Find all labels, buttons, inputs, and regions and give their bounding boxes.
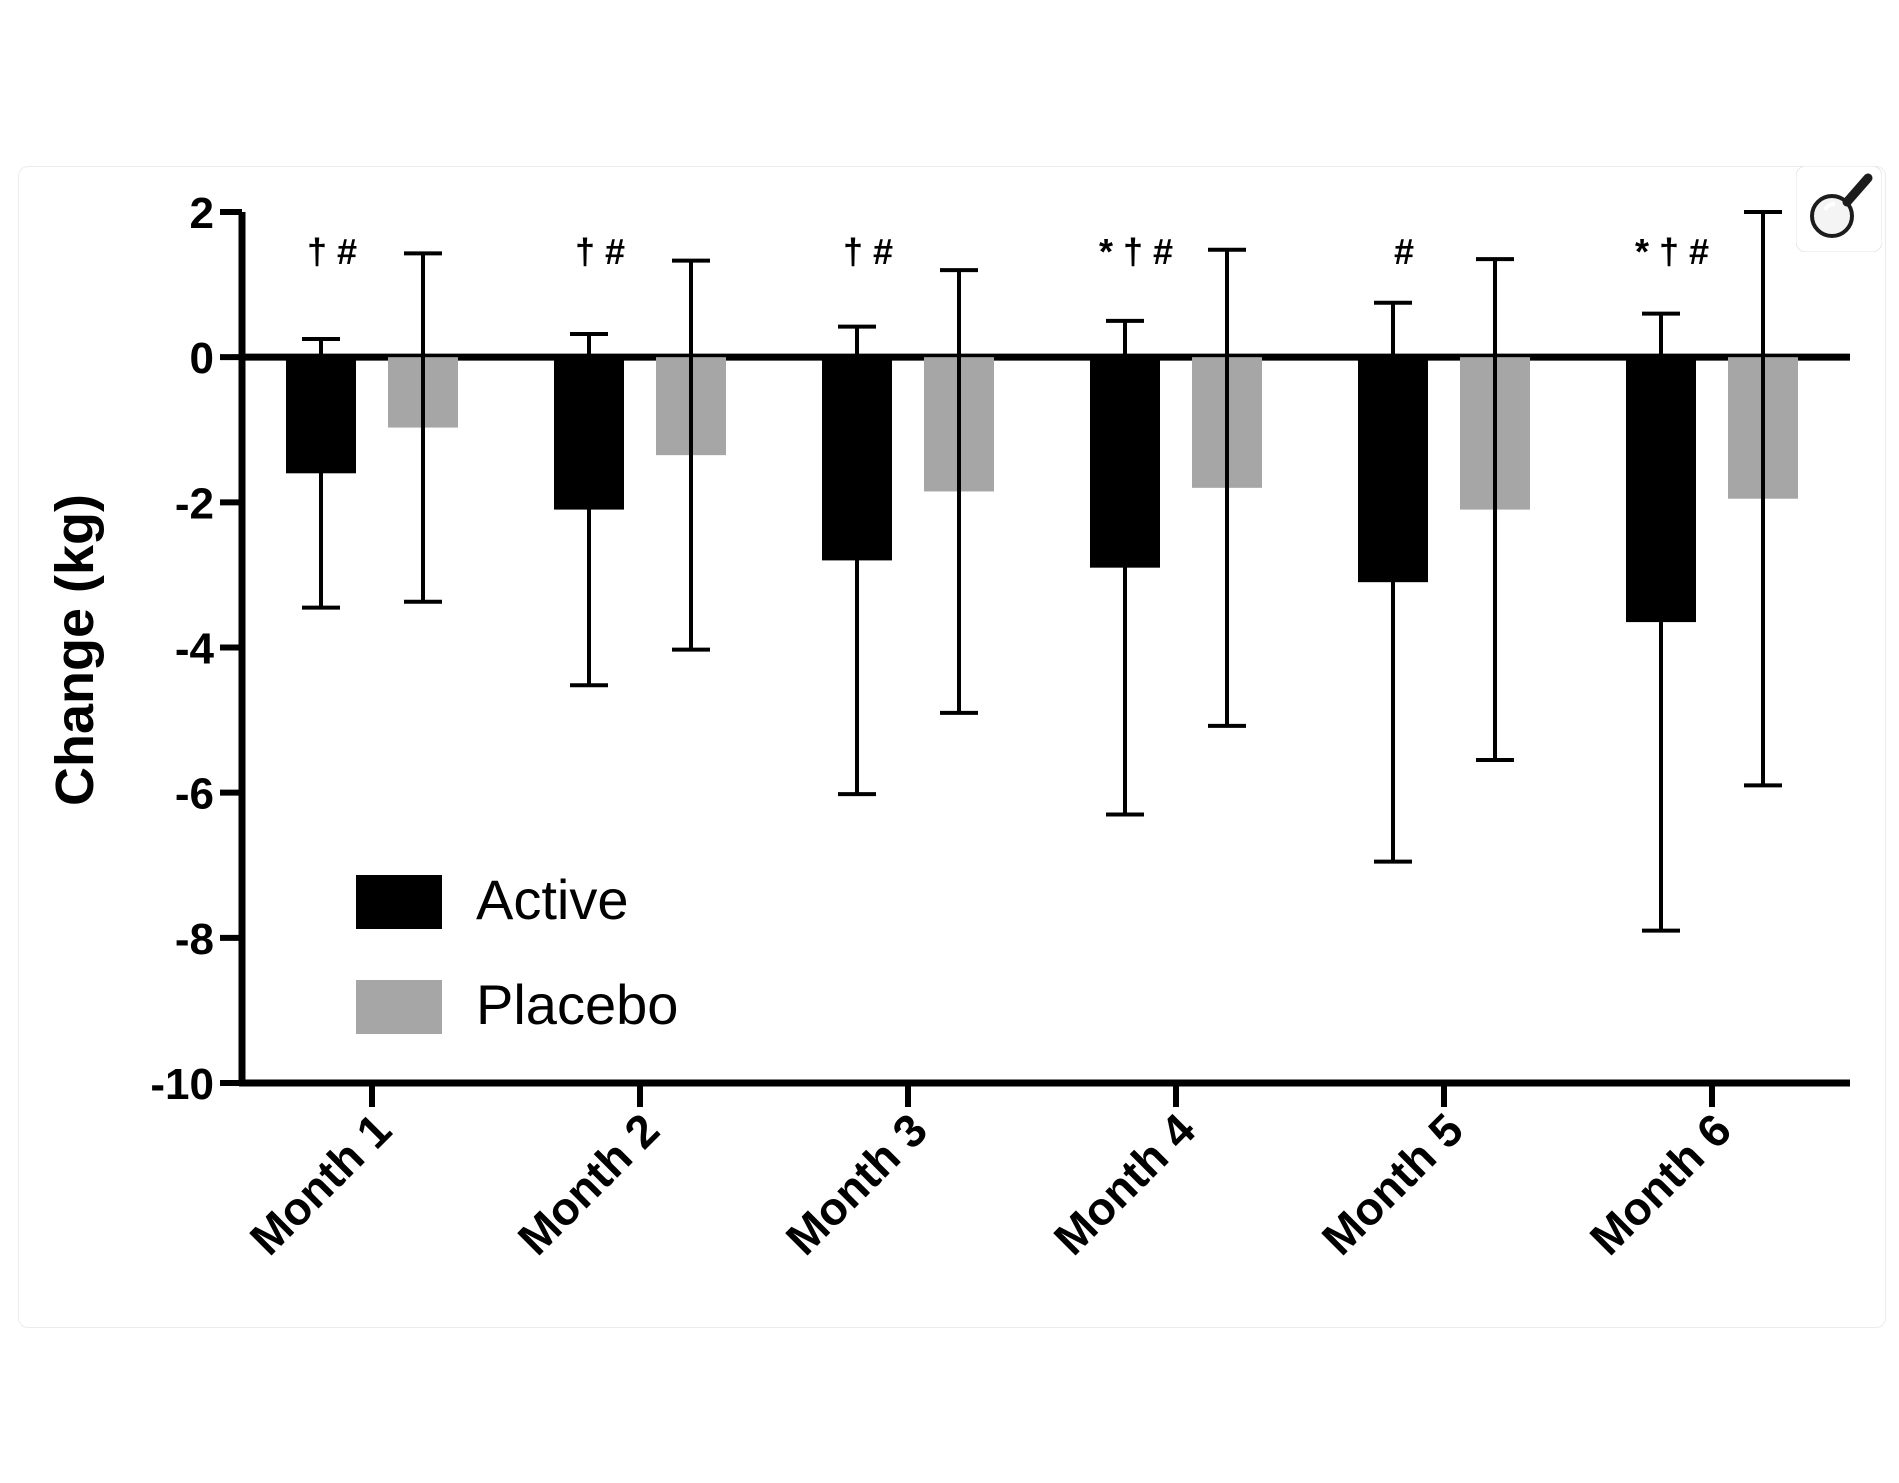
- significance-annotation: † #: [575, 231, 625, 272]
- significance-annotation: #: [1394, 231, 1414, 272]
- plot-area: 2 0 -2 -4 -6 -8 -10 † # Month 1 † # Month 2 † # Mont…: [150, 189, 1850, 1265]
- y-axis-title: Change (kg): [45, 494, 105, 806]
- y-tick-label: 0: [190, 334, 214, 383]
- legend-swatch-active: [356, 875, 442, 929]
- significance-annotation: † #: [307, 231, 357, 272]
- x-tick-label: Month 6: [1580, 1103, 1741, 1264]
- x-tick-label: Month 2: [508, 1103, 669, 1264]
- significance-annotation: * † #: [1635, 231, 1709, 272]
- y-tick-label: -6: [175, 770, 214, 819]
- y-tick-label: -10: [150, 1060, 214, 1109]
- x-tick-label: Month 3: [776, 1103, 937, 1264]
- magnify-button[interactable]: [1795, 165, 1883, 253]
- y-tick-label: -8: [175, 915, 214, 964]
- y-tick-label: -2: [175, 479, 214, 528]
- significance-annotation: * † #: [1099, 231, 1173, 272]
- y-tick-label: -4: [175, 625, 215, 674]
- x-tick-label: Month 5: [1312, 1103, 1473, 1264]
- x-tick-label: Month 1: [240, 1103, 401, 1264]
- legend-label-active: Active: [476, 868, 629, 931]
- x-tick-label: Month 4: [1044, 1103, 1206, 1265]
- legend-label-placebo: Placebo: [476, 973, 678, 1036]
- significance-annotation: † #: [843, 231, 893, 272]
- y-tick-label: 2: [190, 189, 214, 238]
- magnifying-glass-icon: [1795, 165, 1883, 253]
- legend-swatch-placebo: [356, 980, 442, 1034]
